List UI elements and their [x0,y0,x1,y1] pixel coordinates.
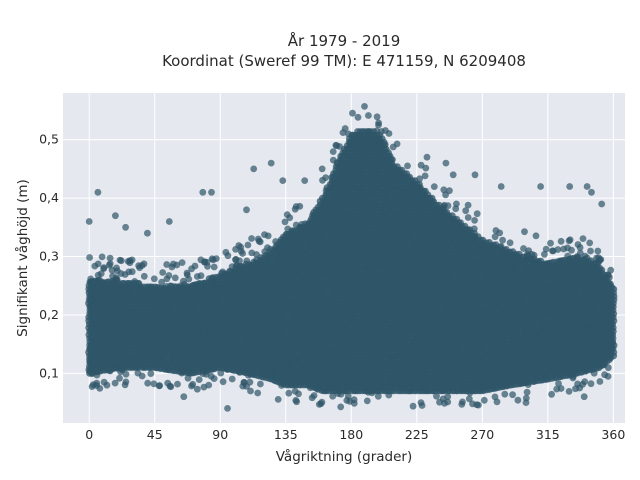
scatter-points [85,103,618,412]
chart-subtitle: Koordinat (Sweref 99 TM): E 471159, N 62… [162,52,526,70]
chart-title: År 1979 - 2019 [288,31,401,50]
